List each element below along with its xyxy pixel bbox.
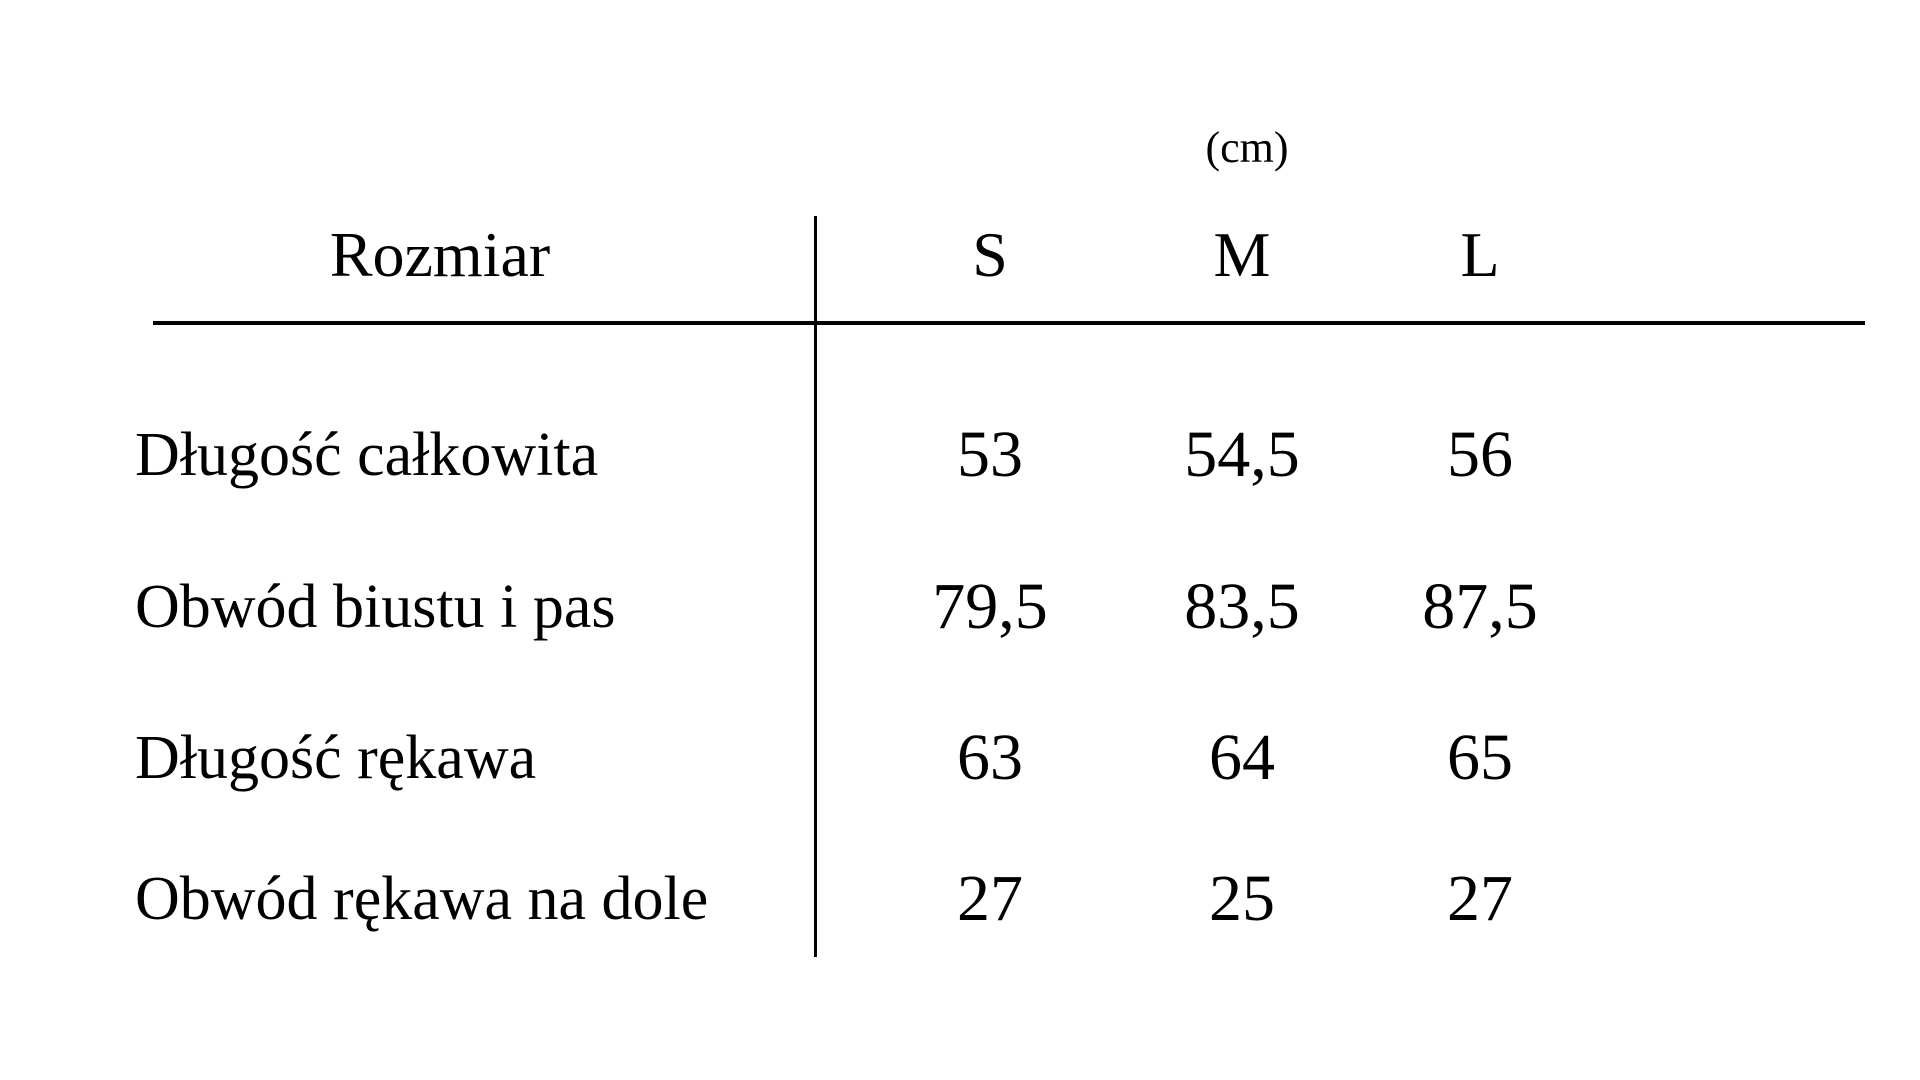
row-label-dlugosc-calkowita: Długość całkowita xyxy=(135,421,599,489)
value-dlugosc-calkowita-m: 54,5 xyxy=(1184,418,1300,491)
value-obwod-rekawa-s: 27 xyxy=(957,862,1023,935)
column-divider-line xyxy=(814,216,817,957)
column-header-m: M xyxy=(1213,219,1271,290)
value-dlugosc-rekawa-m: 64 xyxy=(1209,721,1275,794)
value-obwod-rekawa-m: 25 xyxy=(1209,862,1275,935)
value-dlugosc-rekawa-l: 65 xyxy=(1447,721,1513,794)
value-dlugosc-rekawa-s: 63 xyxy=(957,721,1023,794)
column-header-l: L xyxy=(1460,219,1500,290)
row-label-obwod-biustu-i-pas: Obwód biustu i pas xyxy=(135,573,616,641)
column-header-s: S xyxy=(972,219,1008,290)
value-obwod-biustu-l: 87,5 xyxy=(1422,570,1538,643)
unit-label: (cm) xyxy=(1205,123,1289,172)
value-dlugosc-calkowita-l: 56 xyxy=(1447,418,1513,491)
value-obwod-rekawa-l: 27 xyxy=(1447,862,1513,935)
row-label-obwod-rekawa-na-dole: Obwód rękawa na dole xyxy=(135,865,709,933)
value-dlugosc-calkowita-s: 53 xyxy=(957,418,1023,491)
row-label-dlugosc-rekawa: Długość rękawa xyxy=(135,724,537,792)
value-obwod-biustu-s: 79,5 xyxy=(932,570,1048,643)
header-divider-line xyxy=(153,321,1865,325)
value-obwod-biustu-m: 83,5 xyxy=(1184,570,1300,643)
column-header-rozmiar: Rozmiar xyxy=(329,219,551,290)
